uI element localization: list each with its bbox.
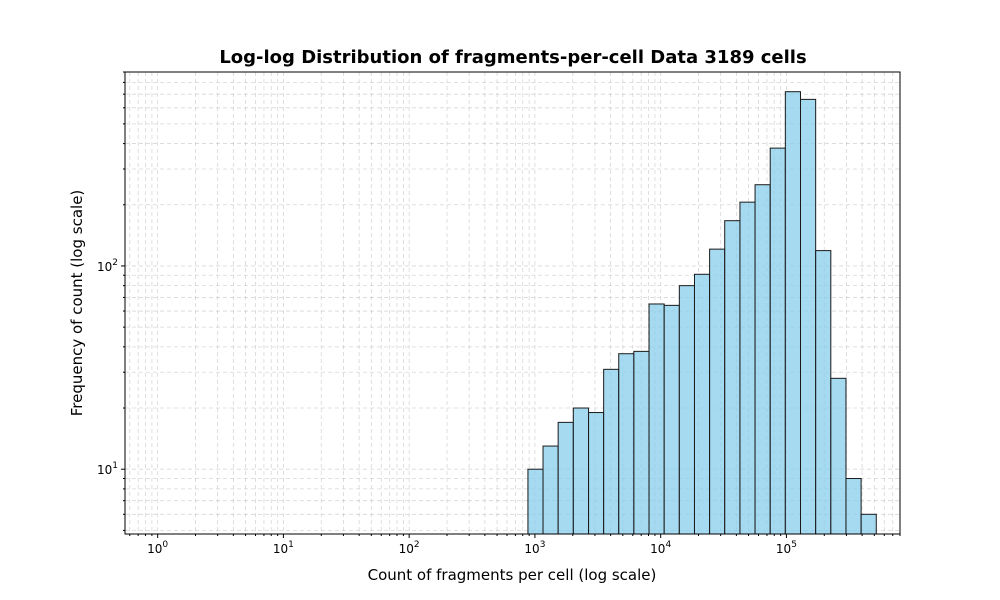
plot-frame	[124, 71, 901, 535]
y-tick-label: 102	[97, 258, 118, 274]
bar-layer	[527, 91, 877, 535]
tick-layer: 100 101 102 103 104 105 101 102	[97, 71, 901, 556]
histogram-bar	[724, 220, 741, 535]
histogram-bar	[572, 407, 590, 535]
histogram-bar	[588, 412, 605, 535]
chart-title: Log-log Distribution of fragments-per-ce…	[219, 47, 806, 68]
histogram-bar	[557, 421, 574, 535]
histogram-bar	[739, 201, 756, 535]
histogram-bar	[800, 98, 817, 535]
histogram-bar	[648, 303, 665, 535]
histogram-bar	[815, 250, 832, 535]
histogram-bar	[542, 445, 559, 535]
histogram-bar	[784, 91, 802, 535]
histogram-bar	[663, 304, 680, 535]
x-tick-label: 105	[776, 540, 797, 556]
x-tick-label: 104	[650, 540, 671, 556]
histogram-bar	[527, 468, 544, 535]
histogram-bar	[693, 273, 711, 535]
histogram-bar	[709, 248, 726, 535]
histogram-bar	[845, 478, 862, 535]
histogram-bar	[603, 368, 620, 535]
x-tick-label: 101	[273, 540, 294, 556]
y-axis-label: Frequency of count (log scale)	[68, 190, 86, 417]
x-tick-label: 103	[524, 540, 545, 556]
x-tick-label: 100	[147, 540, 168, 556]
histogram-bar	[860, 513, 877, 535]
histogram-bar	[678, 285, 695, 535]
histogram-bar	[633, 350, 650, 535]
histogram-bar	[769, 147, 786, 535]
x-tick-label: 102	[399, 540, 420, 556]
histogram-bar	[830, 377, 847, 535]
histogram-bar	[618, 353, 635, 535]
histogram-bar	[754, 184, 771, 535]
y-tick-label: 101	[97, 461, 118, 477]
x-axis-label: Count of fragments per cell (log scale)	[368, 566, 657, 584]
